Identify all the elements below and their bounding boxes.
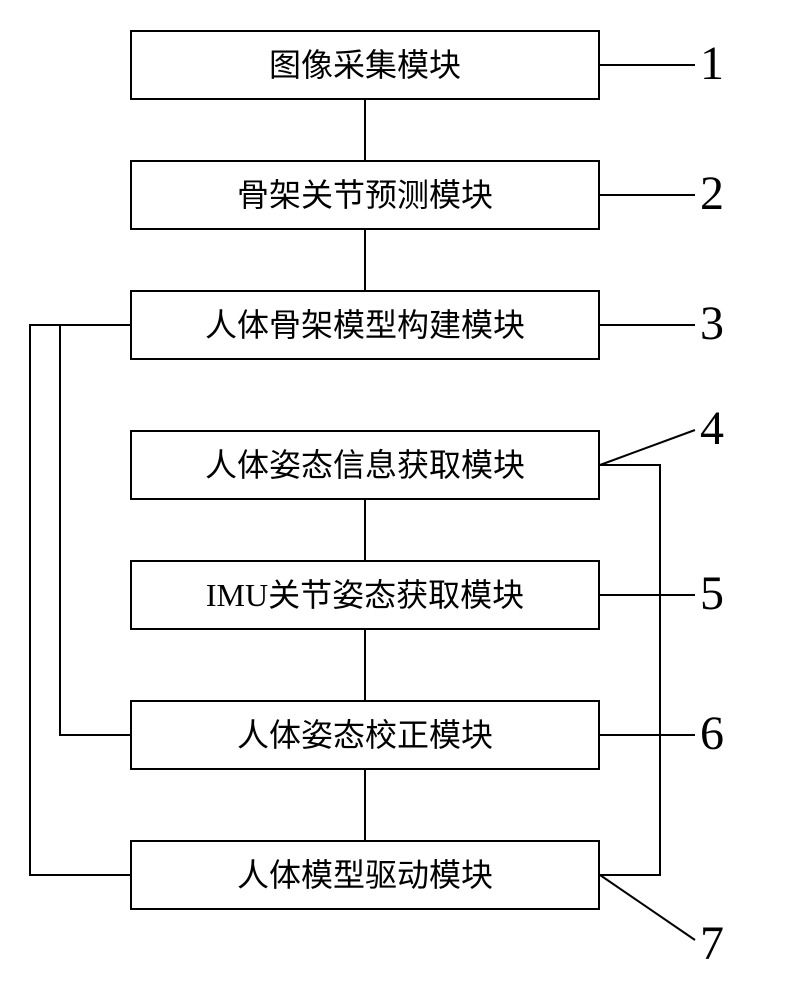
module-box-b2: 骨架关节预测模块 <box>130 160 600 230</box>
module-number-b2: 2 <box>700 170 724 218</box>
module-number-b4: 4 <box>700 405 724 453</box>
module-box-b3: 人体骨架模型构建模块 <box>130 290 600 360</box>
module-label: 人体模型驱动模块 <box>237 859 493 891</box>
module-label: IMU关节姿态获取模块 <box>206 579 524 611</box>
module-number-b1: 1 <box>700 40 724 88</box>
module-box-b4: 人体姿态信息获取模块 <box>130 430 600 500</box>
module-label: 人体姿态信息获取模块 <box>205 449 525 481</box>
module-label: 骨架关节预测模块 <box>237 179 493 211</box>
module-box-b7: 人体模型驱动模块 <box>130 840 600 910</box>
module-label: 人体骨架模型构建模块 <box>205 309 525 341</box>
module-label: 人体姿态校正模块 <box>237 719 493 751</box>
module-number-b5: 5 <box>700 570 724 618</box>
module-box-b6: 人体姿态校正模块 <box>130 700 600 770</box>
module-box-b1: 图像采集模块 <box>130 30 600 100</box>
module-number-b3: 3 <box>700 300 724 348</box>
module-box-b5: IMU关节姿态获取模块 <box>130 560 600 630</box>
module-label: 图像采集模块 <box>269 49 461 81</box>
module-number-b7: 7 <box>700 920 724 968</box>
module-number-b6: 6 <box>700 710 724 758</box>
